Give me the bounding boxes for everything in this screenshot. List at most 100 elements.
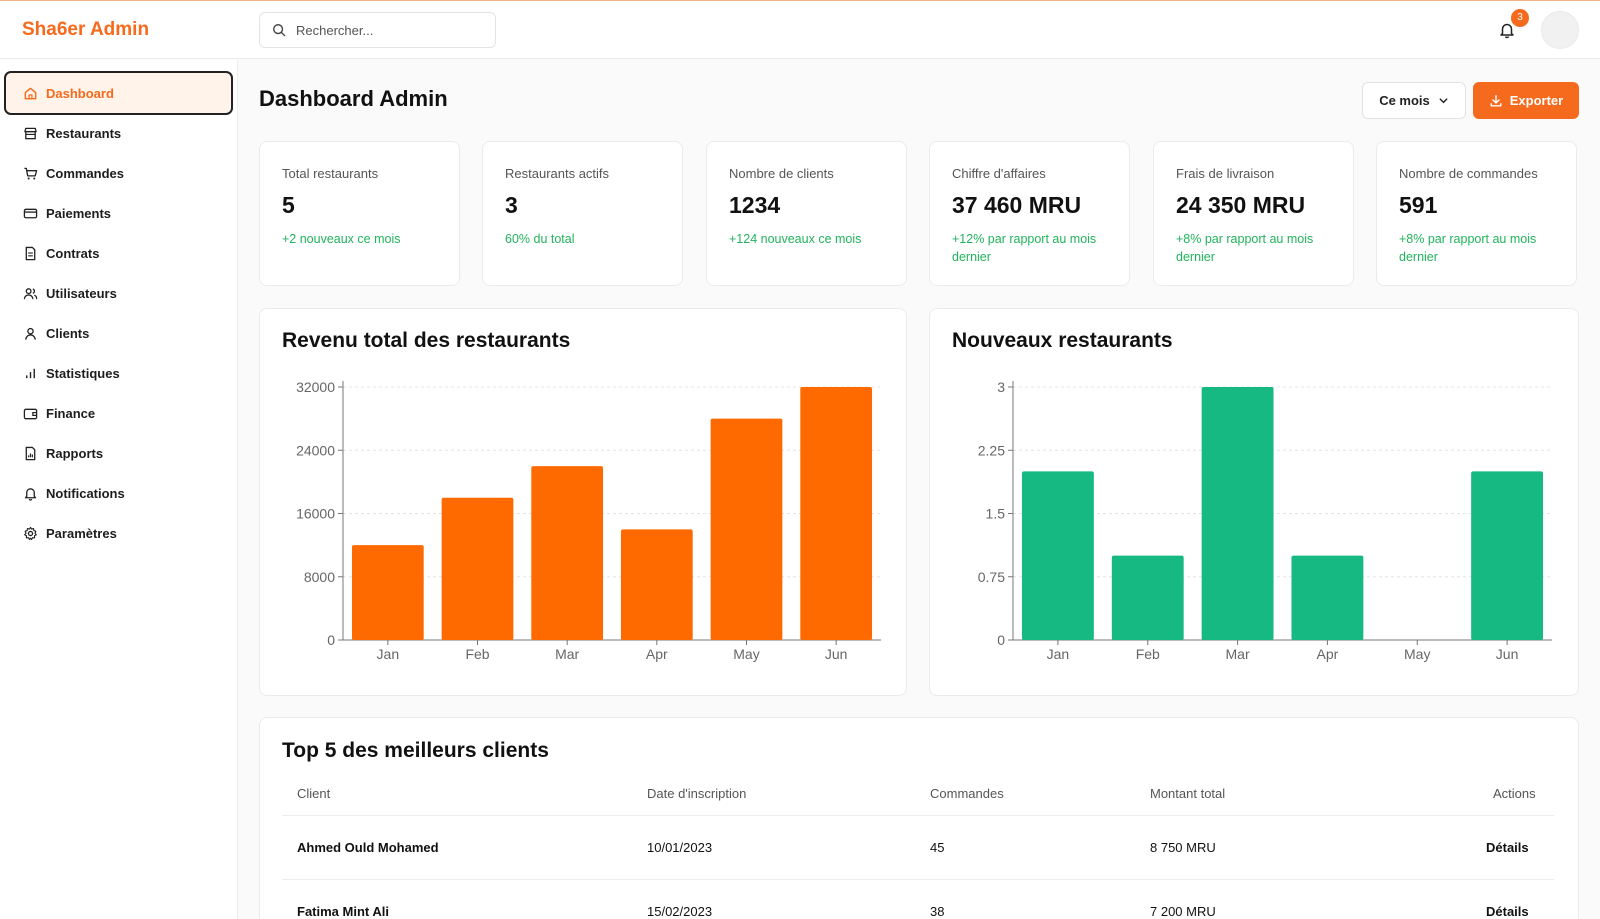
sidebar-item-label: Paramètres bbox=[46, 525, 117, 541]
stat-card-orders: Nombre de commandes 591 +8% par rapport … bbox=[1376, 141, 1577, 286]
stat-label: Chiffre d'affaires bbox=[952, 166, 1046, 181]
stat-trend: +124 nouveaux ce mois bbox=[729, 232, 862, 246]
client-name: Fatima Mint Ali bbox=[297, 904, 389, 919]
client-date: 10/01/2023 bbox=[647, 840, 713, 855]
x-tick-label: Jun bbox=[1496, 646, 1519, 662]
bar-mar bbox=[531, 466, 604, 640]
sidebar-item-label: Commandes bbox=[46, 165, 125, 181]
sidebar-item-label: Utilisateurs bbox=[46, 285, 117, 301]
sidebar-item-commandes[interactable]: Commandes bbox=[4, 151, 233, 195]
bar-jun bbox=[1471, 471, 1544, 640]
column-header-orders: Commandes bbox=[930, 786, 1004, 801]
store-icon bbox=[24, 127, 37, 139]
sidebar-item-dashboard[interactable]: Dashboard bbox=[4, 71, 233, 115]
x-tick-label: May bbox=[733, 646, 759, 662]
stat-card-clients: Nombre de clients 1234 +124 nouveaux ce … bbox=[706, 141, 907, 286]
sidebar-item-restaurants[interactable]: Restaurants bbox=[4, 111, 233, 155]
search-icon bbox=[273, 24, 286, 37]
table-title: Top 5 des meilleurs clients bbox=[282, 739, 549, 762]
bar-chart-icon bbox=[26, 368, 35, 378]
y-tick-label: 0 bbox=[997, 632, 1005, 648]
stat-label: Nombre de commandes bbox=[1399, 166, 1538, 181]
x-tick-label: Apr bbox=[1317, 646, 1339, 662]
y-tick-label: 0.75 bbox=[978, 569, 1005, 585]
stat-value: 591 bbox=[1399, 192, 1438, 218]
bar-jan bbox=[1021, 471, 1094, 640]
credit-card-icon bbox=[23, 208, 38, 218]
sidebar-item-label: Statistiques bbox=[46, 365, 120, 381]
sidebar-item-notifications[interactable]: Notifications bbox=[4, 471, 233, 515]
wallet-icon bbox=[23, 408, 38, 419]
stat-card-revenue: Chiffre d'affaires 37 460 MRU +12% par r… bbox=[929, 141, 1130, 286]
revenue-chart-panel: Revenu total des restaurants 0 8000 16000 2… bbox=[259, 308, 907, 696]
gear-icon bbox=[24, 526, 37, 540]
bell-icon bbox=[24, 487, 37, 501]
bar-jun bbox=[800, 387, 873, 640]
sidebar-item-paiements[interactable]: Paiements bbox=[4, 191, 233, 235]
x-tick-label: Mar bbox=[1226, 646, 1250, 662]
y-tick-label: 16000 bbox=[296, 506, 335, 522]
bell-icon[interactable] bbox=[1498, 21, 1516, 39]
bar-mar bbox=[1201, 387, 1274, 640]
chart-title: Revenu total des restaurants bbox=[282, 329, 571, 352]
sidebar-item-rapports[interactable]: Rapports bbox=[4, 431, 233, 475]
client-name: Ahmed Ould Mohamed bbox=[297, 840, 439, 855]
details-button[interactable]: Détails bbox=[1486, 840, 1529, 855]
sidebar-item-label: Dashboard bbox=[46, 85, 114, 101]
export-button-label: Exporter bbox=[1509, 93, 1564, 108]
stat-value: 5 bbox=[282, 192, 295, 218]
sidebar-item-finance[interactable]: Finance bbox=[4, 391, 233, 435]
search-input[interactable] bbox=[296, 22, 486, 38]
search-box[interactable] bbox=[259, 12, 496, 48]
table-divider bbox=[282, 815, 1554, 816]
column-header-amount: Montant total bbox=[1150, 786, 1226, 801]
sidebar-item-utilisateurs[interactable]: Utilisateurs bbox=[4, 271, 233, 315]
period-select[interactable]: Ce mois bbox=[1362, 82, 1466, 119]
avatar[interactable] bbox=[1541, 11, 1579, 49]
bar-apr bbox=[1291, 555, 1364, 640]
sidebar-item-label: Finance bbox=[46, 405, 96, 421]
stat-card-active-restaurants: Restaurants actifs 3 60% du total bbox=[482, 141, 683, 286]
new-restaurants-bar-chart: 0 0.75 1.5 2.25 3 Jan Feb Mar Apr May Jun bbox=[978, 379, 1552, 662]
sidebar-item-parametres[interactable]: Paramètres bbox=[4, 511, 233, 555]
x-tick-label: Jan bbox=[1047, 646, 1070, 662]
stat-value: 1234 bbox=[729, 192, 781, 218]
stat-trend: +8% par rapport au mois dernier bbox=[1176, 232, 1314, 264]
period-select-value: Ce mois bbox=[1379, 93, 1430, 108]
report-icon bbox=[25, 446, 36, 460]
download-icon bbox=[1490, 94, 1502, 107]
stat-trend: 60% du total bbox=[505, 232, 575, 246]
revenue-bar-chart: 0 8000 16000 24000 32000 Jan Feb Mar Apr May Jun bbox=[296, 379, 881, 662]
new-restaurants-chart-panel: Nouveaux restaurants 0 0.75 1.5 2.25 3 Jan Feb… bbox=[929, 308, 1579, 696]
sidebar-item-statistiques[interactable]: Statistiques bbox=[4, 351, 233, 395]
client-orders: 38 bbox=[930, 904, 945, 919]
column-header-actions: Actions bbox=[1493, 786, 1536, 801]
sidebar-item-label: Clients bbox=[46, 325, 90, 341]
sidebar-item-contrats[interactable]: Contrats bbox=[4, 231, 233, 275]
y-tick-label: 24000 bbox=[296, 442, 335, 458]
stat-value: 37 460 MRU bbox=[952, 192, 1082, 218]
client-amount: 8 750 MRU bbox=[1150, 840, 1216, 855]
y-tick-label: 0 bbox=[327, 632, 335, 648]
details-button[interactable]: Détails bbox=[1486, 904, 1529, 919]
y-tick-label: 3 bbox=[997, 379, 1005, 395]
home-icon bbox=[24, 87, 37, 99]
client-date: 15/02/2023 bbox=[647, 904, 713, 919]
stat-label: Total restaurants bbox=[282, 166, 379, 181]
app-logo[interactable]: Sha6er Admin bbox=[22, 19, 150, 40]
notification-badge: 3 bbox=[1511, 9, 1529, 27]
bar-feb bbox=[441, 497, 514, 640]
client-amount: 7 200 MRU bbox=[1150, 904, 1216, 919]
top-bar: Sha6er Admin 3 bbox=[0, 1, 1600, 59]
stat-value: 24 350 MRU bbox=[1176, 192, 1306, 218]
export-button[interactable]: Exporter bbox=[1473, 82, 1579, 119]
sidebar-item-label: Paiements bbox=[46, 205, 112, 221]
y-tick-label: 2.25 bbox=[978, 442, 1005, 458]
column-header-client: Client bbox=[297, 786, 331, 801]
y-tick-label: 32000 bbox=[296, 379, 335, 395]
cart-icon bbox=[24, 167, 38, 179]
sidebar: Dashboard Restaurants Commandes Paiement… bbox=[0, 60, 238, 919]
sidebar-item-clients[interactable]: Clients bbox=[4, 311, 233, 355]
x-tick-label: Jun bbox=[825, 646, 848, 662]
x-tick-label: Jan bbox=[377, 646, 400, 662]
